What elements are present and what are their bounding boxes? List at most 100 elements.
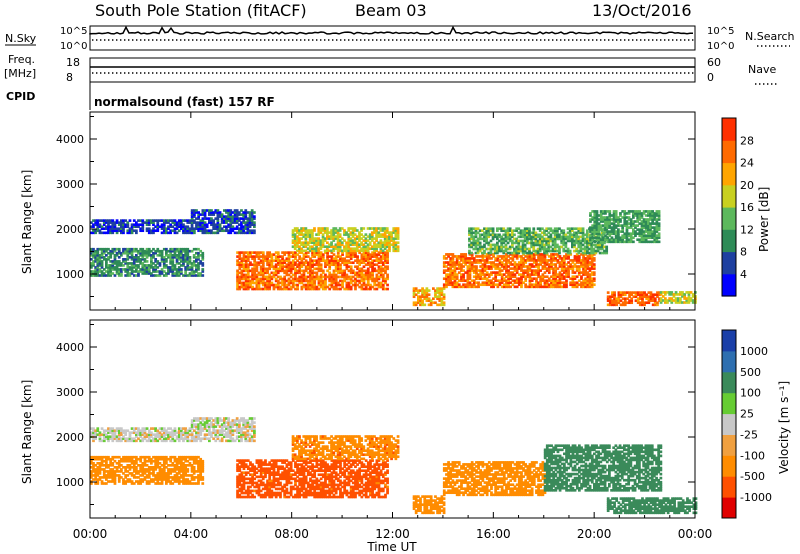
data-patch-2 [190, 209, 256, 235]
velocity-ylabel: Slant Range [km] [20, 380, 34, 484]
nsearch-label: N.Search [745, 30, 795, 43]
colorbar-tick-label: 25 [740, 408, 754, 421]
noise-left-tick-hi: 10^5 [60, 26, 87, 37]
y-tick-label: 2000 [56, 223, 84, 236]
colorbar-segment [722, 455, 736, 477]
colorbar-tick-label: 100 [740, 387, 761, 400]
colorbar-tick-label: 8 [740, 246, 747, 259]
data-patch-2 [190, 417, 256, 443]
freq-panel [89, 57, 696, 83]
colorbar-tick-label: 500 [740, 366, 761, 379]
colorbar-segment [722, 207, 736, 230]
y-tick-label: 4000 [56, 133, 84, 146]
y-tick-label: 3000 [56, 178, 84, 191]
power-data [90, 209, 697, 307]
mhz-label: [MHz] [4, 67, 36, 80]
colorbar-tick-label: 24 [740, 157, 754, 170]
data-patch-9 [606, 291, 661, 307]
colorbar-tick-label: -100 [740, 449, 765, 462]
noise-panel [89, 25, 696, 51]
x-tick-label: 16:00 [476, 527, 511, 541]
power-colorbar: 4 8 12 16 20 24 28 [721, 117, 754, 297]
colorbar-tick-label: -500 [740, 470, 765, 483]
data-patch-4 [291, 435, 400, 461]
x-tick-label: 08:00 [274, 527, 309, 541]
velocity-colorbar: -1000 -500 -100 -25 25 100 500 1000 [721, 329, 772, 519]
noise-left-tick-lo: 10^0 [60, 41, 87, 52]
nave-label: Nave [748, 63, 776, 76]
colorbar-tick-label: 16 [740, 201, 754, 214]
noise-sky-trace [89, 25, 693, 35]
data-patch-3 [236, 459, 389, 499]
freq-left-tick-lo: 8 [66, 71, 73, 84]
date-title: 13/Oct/2016 [592, 1, 692, 20]
colorbar-frame [721, 117, 737, 297]
data-patch-5 [412, 287, 446, 307]
data-patch-1 [90, 219, 194, 235]
y-tick-label: 1000 [56, 476, 84, 489]
colorbar-segment [722, 434, 736, 456]
xaxis-title: Time UT [366, 540, 417, 554]
colorbar-segment [722, 497, 736, 519]
time-axis-labels: 00:00 04:00 08:00 12:00 16:00 20:00 00:00 [73, 527, 713, 541]
x-tick-label: 00:00 [73, 527, 108, 541]
freq-left-tick-hi: 18 [66, 56, 80, 69]
colorbar-tick-label: 20 [740, 179, 754, 192]
data-patch-0 [90, 247, 205, 277]
colorbar-segment [722, 330, 736, 352]
cpid-label: CPID [6, 90, 35, 103]
data-patch-8 [606, 497, 698, 515]
colorbar-tick-label: -1000 [740, 491, 772, 504]
x-tick-label: 00:00 [678, 527, 713, 541]
colorbar-tick-label: 1000 [740, 345, 768, 358]
colorbar-segment [722, 413, 736, 435]
x-tick-label: 04:00 [174, 527, 209, 541]
y-tick-label: 4000 [56, 341, 84, 354]
freq-traces [90, 66, 695, 74]
data-patch-5 [412, 495, 446, 515]
station-title: South Pole Station (fitACF) [95, 1, 307, 20]
colorbar-tick-label: 28 [740, 134, 754, 147]
nave-right-tick-hi: 60 [707, 56, 721, 69]
colorbar-segment [722, 184, 736, 208]
y-tick-label: 3000 [56, 386, 84, 399]
data-patch-7 [468, 227, 609, 255]
x-tick-label: 20:00 [577, 527, 612, 541]
data-patch-3 [236, 251, 389, 291]
noise-right-tick-lo: 10^0 [707, 41, 734, 52]
x-tick-label: 12:00 [375, 527, 410, 541]
power-axes: 1000 2000 3000 4000 [56, 112, 696, 310]
colorbar-segment [722, 251, 736, 275]
velocity-data [90, 417, 698, 515]
colorbar-segment [722, 118, 736, 141]
colorbar-segment [722, 371, 736, 394]
colorbar-segment [722, 476, 736, 498]
colorbar-segment [722, 273, 736, 297]
nave-right-tick-lo: 0 [707, 71, 714, 84]
nsky-label: N.Sky [5, 32, 37, 45]
y-tick-label: 1000 [56, 268, 84, 281]
colorbar-segment [722, 392, 736, 415]
noise-right-tick-hi: 10^5 [707, 26, 734, 37]
colorbar-tick-label: 4 [740, 268, 747, 281]
data-patch-10 [659, 291, 697, 304]
data-patch-8 [589, 210, 661, 244]
cpid-text: normalsound (fast) 157 RF [94, 95, 275, 109]
velocity-colorbar-label: Velocity [m s⁻¹] [777, 381, 791, 474]
data-patch-1 [90, 427, 194, 443]
colorbar-frame [721, 329, 737, 519]
velocity-axes: 1000 2000 3000 4000 [56, 320, 696, 518]
noise-traces [89, 25, 694, 41]
y-tick-label: 2000 [56, 431, 84, 444]
colorbar-segment [722, 350, 736, 373]
data-patch-4 [291, 227, 400, 253]
beam-title: Beam 03 [355, 1, 427, 20]
colorbar-tick-label: -25 [740, 428, 758, 441]
colorbar-segment [722, 162, 736, 186]
colorbar-segment [722, 140, 736, 164]
data-patch-6 [442, 253, 596, 289]
data-patch-0 [90, 455, 205, 485]
data-patch-6 [442, 461, 547, 497]
freq-label: Freq. [8, 53, 35, 66]
